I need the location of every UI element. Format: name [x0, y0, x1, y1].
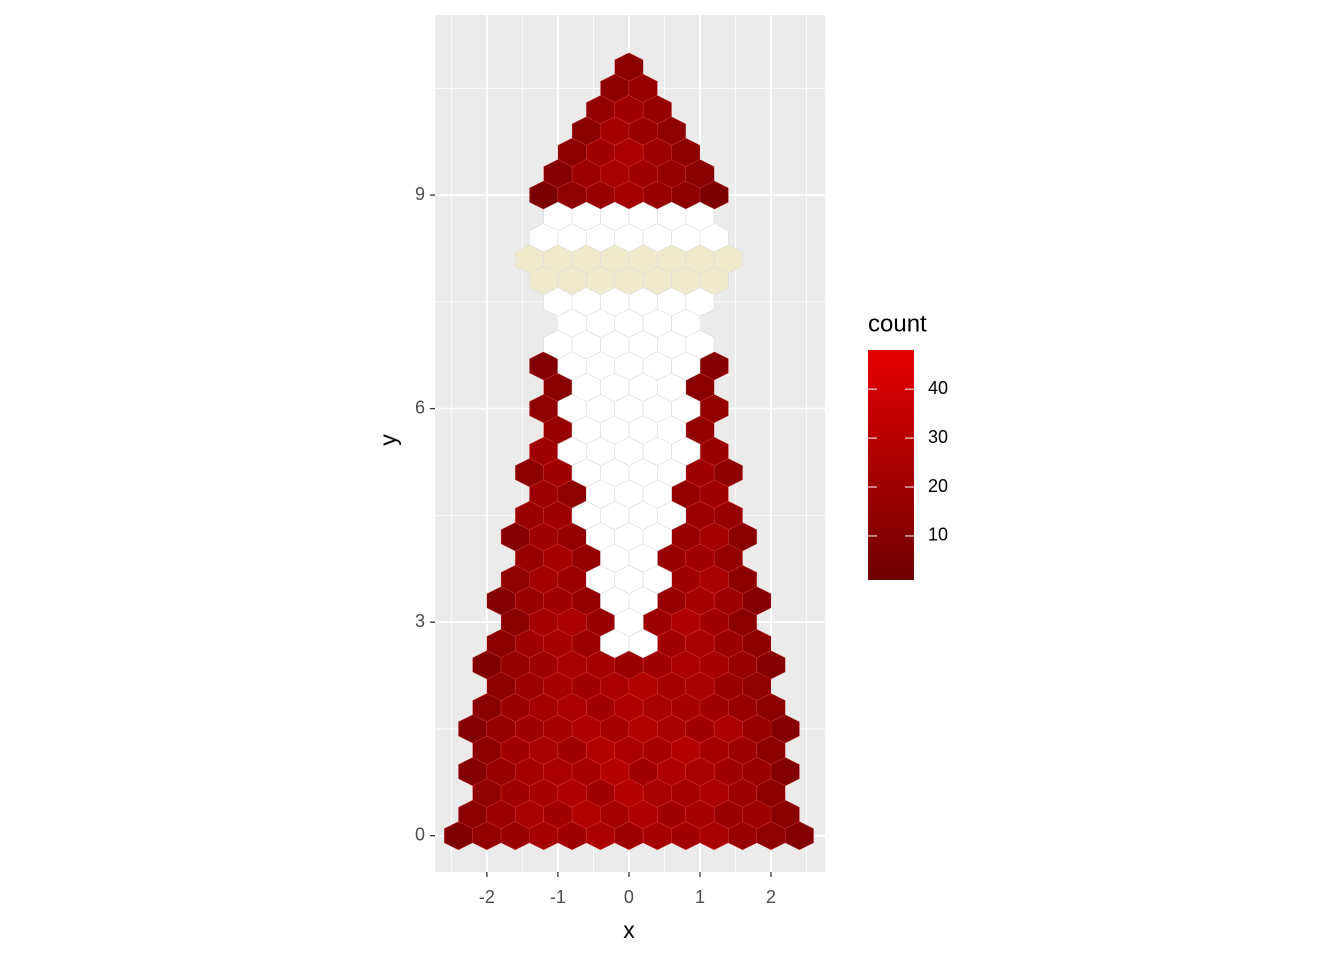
hexes — [443, 52, 814, 851]
legend-tick-label: 10 — [928, 525, 948, 545]
y-tick-label: 3 — [415, 611, 425, 631]
legend: count 10 20 30 40 — [868, 310, 948, 580]
y-tick-label: 6 — [415, 397, 425, 417]
legend-tick-label: 30 — [928, 427, 948, 447]
legend-colorbar — [868, 350, 914, 580]
hex-cell — [685, 201, 715, 232]
legend-tick-label: 20 — [928, 476, 948, 496]
x-tick-label: -1 — [550, 887, 566, 907]
x-axis-title: x — [623, 917, 635, 943]
y-tick-label: 9 — [415, 184, 425, 204]
x-tick-label: 1 — [695, 887, 705, 907]
axes: -2 -1 0 1 2 0 3 6 9 — [415, 184, 776, 907]
legend-title: count — [868, 310, 927, 337]
y-tick-label: 0 — [415, 824, 425, 844]
x-tick-label: 0 — [624, 887, 634, 907]
hex-bin — [614, 52, 644, 82]
x-tick-label: 2 — [766, 887, 776, 907]
y-axis-title: y — [375, 434, 401, 446]
legend-tick-label: 40 — [928, 378, 948, 398]
x-tick-label: -2 — [479, 887, 495, 907]
hex-cell — [713, 244, 743, 274]
